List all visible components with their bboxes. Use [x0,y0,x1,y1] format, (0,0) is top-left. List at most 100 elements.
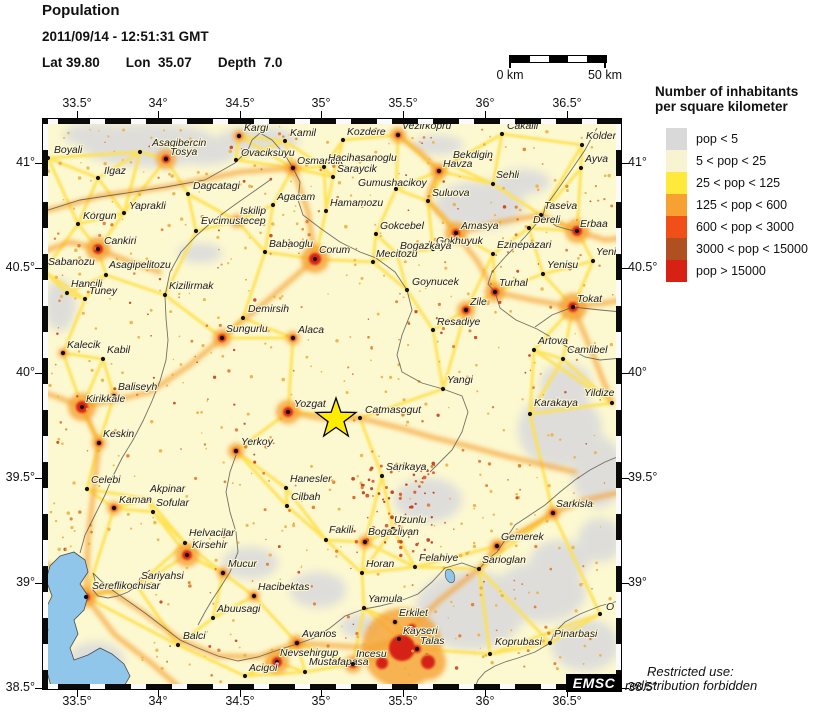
city-label: Erbaa [580,219,608,230]
restricted-use-line2: redistribution forbidden [625,678,758,693]
city-label: Sarkisla [556,499,593,510]
city-dot [75,221,81,227]
city-dot [373,231,379,237]
scale-bar-tick-right [604,55,606,68]
legend-swatch [666,260,687,282]
city-dot [182,540,188,546]
city-label: Catmasogut [365,405,422,416]
city-label: Mecitozu [376,249,418,260]
city-dot [453,230,459,236]
legend-swatch [666,238,687,260]
axis-label-bottom: 33.5° [62,694,92,708]
city-dot [463,307,469,313]
city-label: Mucur [228,559,257,570]
city-label: Bekdigin [453,150,493,161]
city-label: Sarioglan [482,555,526,566]
city-label: Saraycik [337,164,378,175]
city-label: Hacibektas [258,582,309,593]
city-label: Yerkoy [241,437,274,448]
legend-row: 25 < pop < 125 [655,172,820,194]
city-label: Kaman [119,495,152,506]
axis-tick-bottom [321,690,322,697]
city-label: Gumushacikoy [358,178,428,189]
city-dot [282,138,288,144]
city-label: Turhal [499,278,528,289]
city-dot [350,661,356,667]
city-dot [111,393,117,399]
city-label: Uzunlu [394,515,427,526]
city-dot [579,142,585,148]
city-dot [436,168,442,174]
axis-tick-bottom [240,690,241,697]
city-dot [121,210,127,216]
legend-label: 3000 < pop < 15000 [696,242,808,256]
legend-row: pop > 15000 [655,260,820,282]
city-dot [578,165,584,171]
city-label: Yozgat [294,399,327,410]
axis-label-bottom: 36° [475,694,495,708]
city-label: Boyali [54,145,83,156]
city-label: Taseva [544,201,577,212]
city-label: Sereflikochisar [92,581,161,592]
axis-tick-left [35,583,42,584]
city-dot [396,636,402,642]
city-dot [404,287,410,293]
city-dot [570,304,576,310]
axis-label-top: 35° [311,96,331,110]
city-dot [330,174,336,180]
city-label: Fakili [329,525,354,536]
city-dot [234,218,240,224]
city-dot [134,583,140,589]
city-label: Gemerek [501,532,545,543]
legend-row: 3000 < pop < 15000 [655,238,820,260]
city-label: Ezinepazari [497,240,552,251]
axis-tick-left [35,268,42,269]
city-dot [79,404,85,410]
city-label: Kalecik [67,340,101,351]
city-label: Avanos [301,629,336,640]
city-dot [490,251,496,257]
axis-tick-bottom [567,690,568,697]
axis-label-bottom: 34.5° [225,694,255,708]
city-label: Zile [469,297,487,308]
city-label: Yamula [368,594,403,605]
city-dot [95,246,101,252]
city-label: Camlibel [567,345,608,356]
axis-label-top: 36.5° [552,96,582,110]
axis-label-left: 41° [16,155,35,169]
city-dot [490,181,496,187]
city-label: Korgun [83,211,117,222]
event-lon: Lon 35.07 [125,55,192,70]
city-dot [590,258,596,264]
map-frame-right [616,118,622,690]
legend-swatch [666,150,687,172]
axis-tick-top [485,111,486,118]
axis-tick-right [622,478,629,479]
city-label: Incesu [356,649,387,660]
city-label: Kamil [290,128,317,139]
city-dot [163,156,169,162]
city-label: Yildize [584,388,615,399]
axis-tick-top [77,111,78,118]
city-label: Agacam [276,192,315,203]
legend-label: 5 < pop < 25 [696,154,767,168]
city-dot [321,164,327,170]
city-label: Hamamozu [330,198,383,209]
city-dot [96,440,102,446]
axis-tick-left [35,478,42,479]
city-dot [446,161,452,167]
city-dot [527,411,533,417]
city-dot [84,486,90,492]
city-dot [312,256,318,262]
scale-bar [510,55,607,63]
axis-label-left: 38.5° [5,680,35,694]
axis-tick-bottom [158,690,159,697]
city-label: Gokhuyuk [436,236,484,247]
city-label: Yaprakli [129,201,166,212]
city-label: Havza [443,159,473,170]
city-dot [476,566,482,572]
legend-swatch [666,172,687,194]
city-dot [379,473,385,479]
